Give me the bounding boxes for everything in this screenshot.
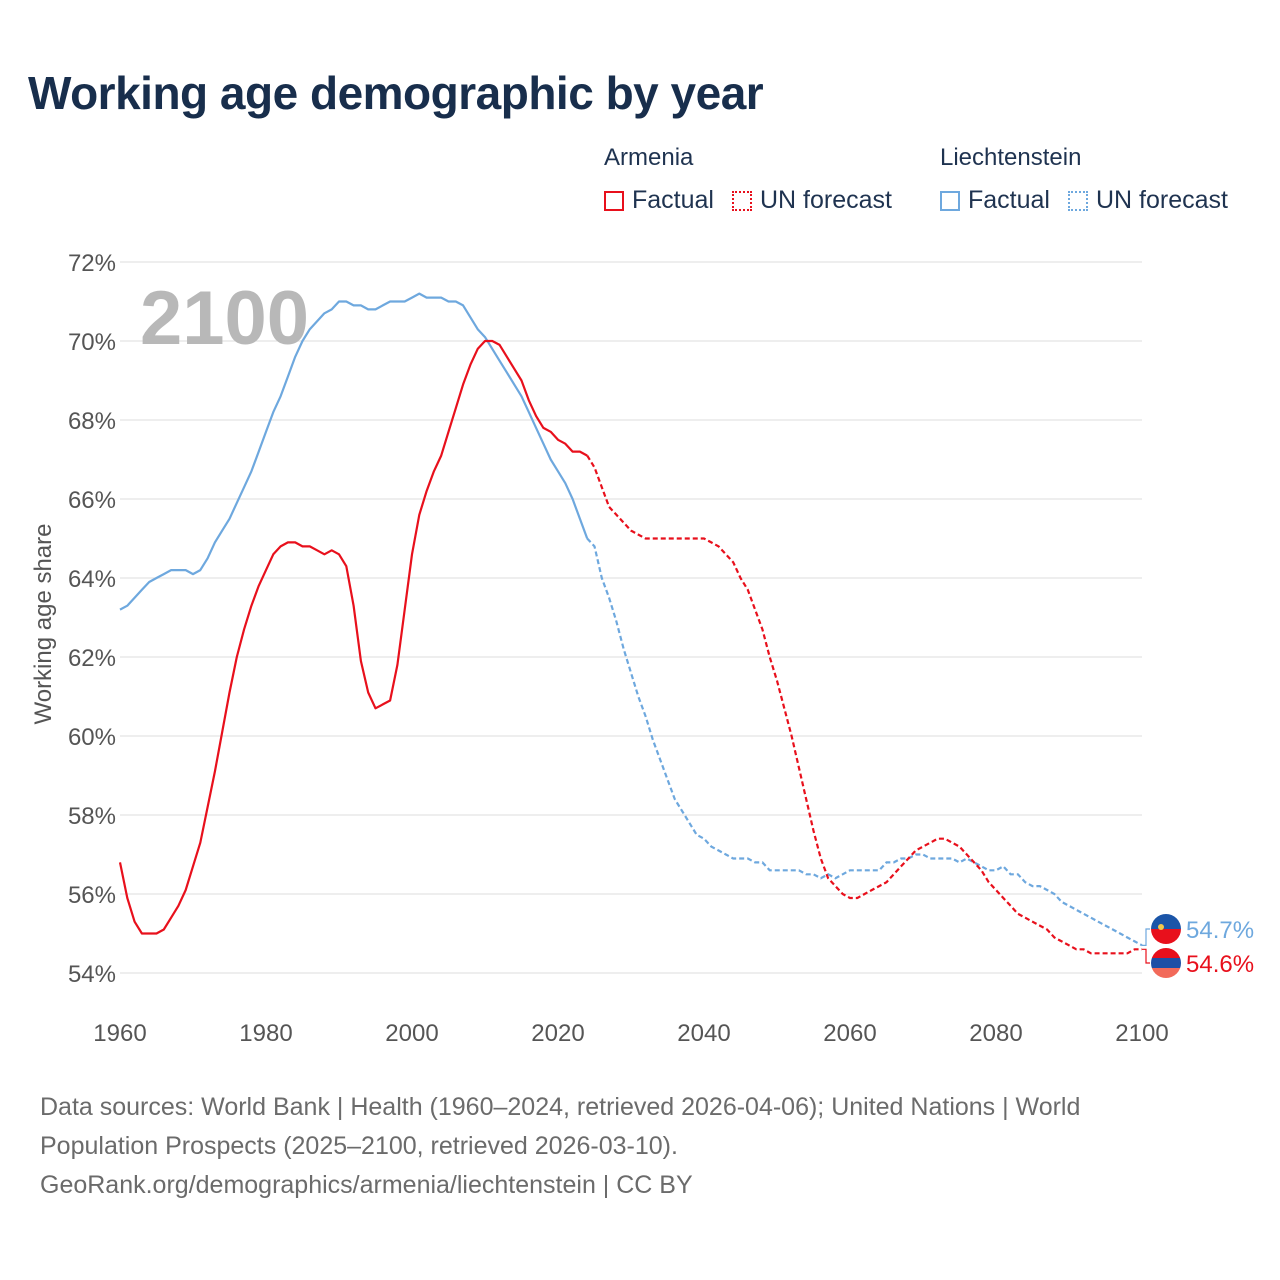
x-tick-label: 2080 [969,1020,1022,1047]
legend-country-name: Armenia [604,144,694,171]
legend-row-armenia: Factual UN forecast [604,186,910,215]
y-tick-label: 60% [68,724,116,751]
y-tick-label: 54% [68,961,116,988]
x-tick-label: 2100 [1115,1020,1168,1047]
series-group [118,292,1143,955]
footer-sources-line2: Population Prospects (2025–2100, retriev… [40,1132,678,1160]
legend-item-armenia-forecast[interactable]: UN forecast [731,186,892,215]
liechtenstein-end-connector [1142,928,1150,946]
x-tick-label: 1980 [239,1020,292,1047]
legend-swatch-solid [604,190,624,211]
armenia-end-value-label: 54.6% [1186,951,1254,978]
y-tick-label: 72% [68,250,116,277]
x-tick-label: 2060 [823,1020,876,1047]
liechtenstein-forecast-line[interactable] [586,537,1143,947]
x-tick-label: 1960 [93,1020,146,1047]
legend-swatch-solid [940,190,960,211]
legend-swatch-dotted [1067,190,1088,211]
y-axis: 54% 56% 58% 60% 62% 64% 66% 68% 70% 72% [68,250,116,988]
armenia-factual-line[interactable] [118,339,588,935]
y-tick-label: 66% [68,487,116,514]
legend-label: UN forecast [1095,186,1228,214]
legend-item-liechtenstein-forecast[interactable]: UN forecast [1067,186,1228,215]
legend-label: Factual [968,186,1050,214]
y-tick-label: 70% [68,329,116,356]
legend-country-name: Liechtenstein [940,144,1082,171]
grid [120,261,1142,974]
liechtenstein-flag-icon [1151,914,1181,944]
x-tick-label: 2040 [677,1020,730,1047]
liechtenstein-factual-line[interactable] [119,292,589,611]
end-markers: 54.7% 54.6% [1142,914,1254,978]
legend-label: Factual [632,186,714,214]
y-tick-label: 56% [68,882,116,909]
legend-group-armenia: Armenia [604,144,693,172]
current-year-label: 2100 [140,276,309,361]
y-tick-label: 58% [68,803,116,830]
footer-sources-line1: Data sources: World Bank | Health (1960–… [40,1093,1081,1121]
legend-label: UN forecast [759,186,892,214]
legend-row-liechtenstein: Factual UN forecast [940,186,1246,215]
armenia-forecast-line[interactable] [586,455,1142,955]
armenia-flag-icon [1151,948,1181,978]
y-tick-label: 64% [68,566,116,593]
footer: Data sources: World Bank | Health (1960–… [40,1088,1220,1205]
x-axis: 1960 1980 2000 2020 2040 2060 2080 2100 [93,1020,1168,1047]
y-tick-label: 68% [68,408,116,435]
y-axis-label: Working age share [30,524,57,725]
footer-attribution[interactable]: GeoRank.org/demographics/armenia/liechte… [40,1171,693,1199]
chart-title: Working age demographic by year [28,67,764,119]
x-tick-label: 2020 [531,1020,584,1047]
armenia-end-connector [1142,948,1150,964]
legend-item-liechtenstein-factual[interactable]: Factual [940,186,1050,215]
liechtenstein-end-value-label: 54.7% [1186,917,1254,944]
legend-group-liechtenstein: Liechtenstein [940,144,1081,172]
x-tick-label: 2000 [385,1020,438,1047]
legend-item-armenia-factual[interactable]: Factual [604,186,714,215]
y-tick-label: 62% [68,645,116,672]
legend-swatch-dotted [731,190,752,211]
